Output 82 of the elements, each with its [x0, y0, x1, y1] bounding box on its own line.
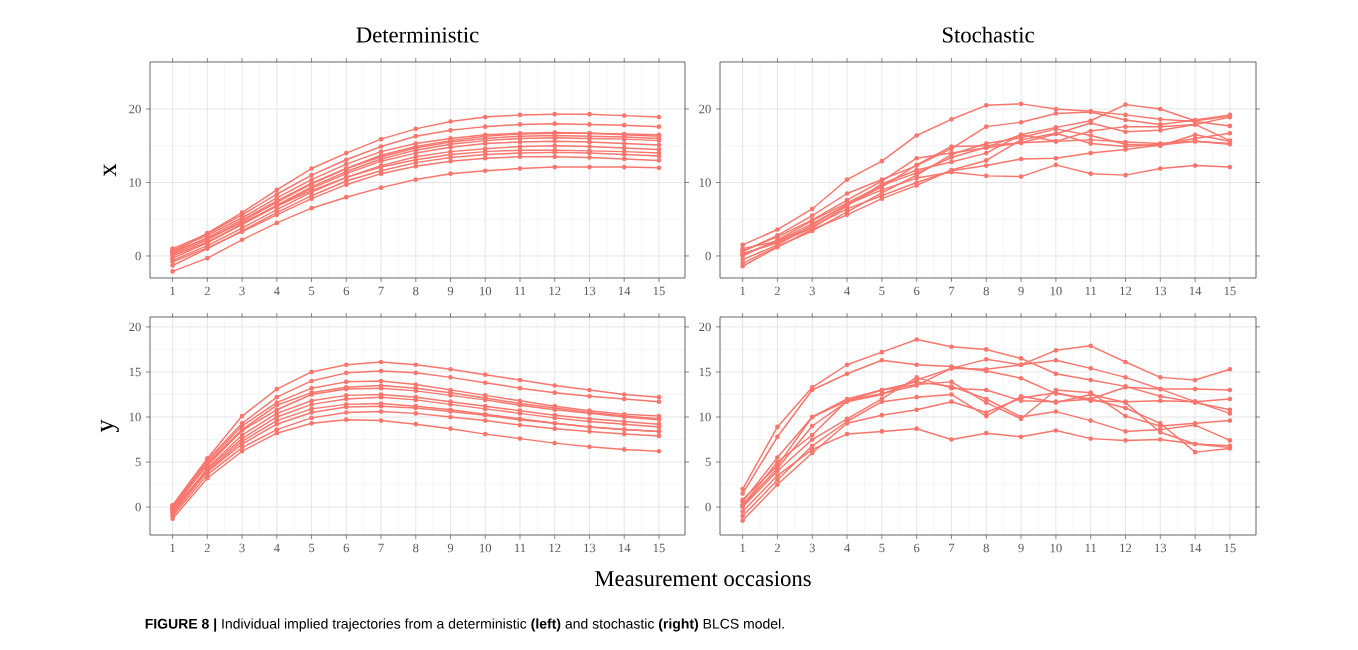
x-tick-label: 1 — [740, 286, 746, 296]
y-tick-label: 20 — [699, 322, 711, 332]
x-tick-label: 7 — [378, 543, 384, 552]
y-tick-label: 0 — [135, 502, 141, 512]
x-tick-label: 9 — [1018, 286, 1024, 296]
x-tick-label: 13 — [584, 543, 596, 553]
x-tick-label: 13 — [1155, 286, 1167, 296]
x-tick-label: 4 — [844, 543, 851, 553]
x-tick-label: 4 — [844, 286, 851, 296]
x-tick-label: 3 — [809, 286, 815, 296]
x-tick-label: 8 — [413, 543, 419, 553]
x-tick-label: 5 — [309, 286, 315, 296]
x-tick-label: 2 — [774, 286, 780, 296]
x-tick-label: 11 — [1085, 543, 1097, 553]
x-tick-label: 15 — [653, 286, 665, 296]
x-tick-label: 6 — [343, 543, 350, 553]
x-tick-label: 10 — [1050, 543, 1062, 553]
x-tick-label: 9 — [447, 286, 454, 296]
x-tick-label: 6 — [343, 286, 350, 296]
x-tick-label: 11 — [515, 543, 526, 553]
x-tick-label: 11 — [515, 286, 526, 296]
x-tick-label: 6 — [914, 286, 920, 296]
x-tick-label: 4 — [273, 286, 280, 296]
x-tick-label: 1 — [740, 543, 746, 553]
x-tick-label: 9 — [447, 543, 454, 553]
y-tick-label: 20 — [129, 104, 141, 114]
x-tick-label: 5 — [309, 543, 315, 553]
x-tick-label: 8 — [413, 286, 419, 296]
x-tick-label: 14 — [618, 286, 631, 296]
x-tick-label: 14 — [1189, 286, 1202, 296]
x-tick-label: 13 — [584, 286, 596, 296]
y-tick-label: 10 — [699, 178, 711, 187]
x-tick-label: 7 — [378, 286, 384, 295]
x-tick-label: 5 — [879, 286, 885, 296]
x-tick-label: 10 — [480, 543, 492, 553]
x-tick-label: 7 — [949, 543, 955, 552]
y-tick-label: 15 — [699, 367, 711, 377]
x-tick-label: 8 — [983, 543, 989, 553]
y-tick-label: 20 — [129, 322, 141, 332]
x-tick-label: 2 — [204, 543, 210, 553]
x-tick-label: 9 — [1018, 543, 1024, 553]
x-tick-label: 3 — [809, 543, 815, 553]
text: FIGURE 8 | Individual implied trajectories from a deterministic (left) and stochastic (right) BLCS model. — [145, 618, 784, 632]
x-tick-label: 12 — [1120, 286, 1132, 296]
y-tick-label: 10 — [129, 178, 141, 187]
x-tick-label: 3 — [239, 543, 245, 553]
y-axis-title: x — [103, 163, 116, 177]
x-tick-label: 12 — [1120, 543, 1132, 553]
x-tick-label: 2 — [204, 286, 210, 296]
x-tick-label: 12 — [549, 286, 561, 296]
x-axis-title: Measurement occasions — [595, 570, 811, 587]
x-tick-label: 7 — [949, 286, 955, 295]
chart-title: Deterministic — [356, 27, 479, 43]
y-tick-label: 0 — [705, 502, 711, 512]
x-tick-label: 1 — [170, 543, 175, 553]
x-tick-label: 12 — [549, 543, 561, 553]
y-tick-label: 5 — [135, 457, 141, 467]
y-tick-label: 15 — [129, 367, 141, 377]
chart-title: Stochastic — [942, 26, 1034, 43]
y-tick-label: 20 — [699, 104, 711, 114]
x-tick-label: 15 — [1224, 543, 1236, 553]
x-tick-label: 5 — [879, 543, 885, 553]
y-tick-label: 0 — [135, 251, 141, 261]
x-tick-label: 15 — [653, 543, 665, 553]
y-tick-label: 10 — [699, 412, 711, 422]
x-tick-label: 4 — [273, 543, 280, 553]
x-tick-label: 11 — [1085, 286, 1097, 296]
x-tick-label: 10 — [480, 286, 492, 296]
x-tick-label: 15 — [1224, 286, 1236, 296]
x-tick-label: 10 — [1050, 286, 1062, 296]
x-tick-label: 1 — [170, 286, 175, 296]
x-tick-label: 3 — [239, 286, 245, 296]
x-tick-label: 2 — [774, 543, 780, 553]
x-tick-label: 14 — [618, 543, 631, 553]
x-tick-label: 13 — [1155, 543, 1167, 553]
x-tick-label: 8 — [983, 286, 989, 296]
y-tick-label: 0 — [705, 251, 711, 261]
y-tick-label: 10 — [129, 412, 141, 422]
x-tick-label: 6 — [914, 543, 920, 553]
y-tick-label: 5 — [705, 457, 711, 467]
x-tick-label: 14 — [1189, 543, 1202, 553]
y-axis-title: y — [100, 419, 119, 433]
